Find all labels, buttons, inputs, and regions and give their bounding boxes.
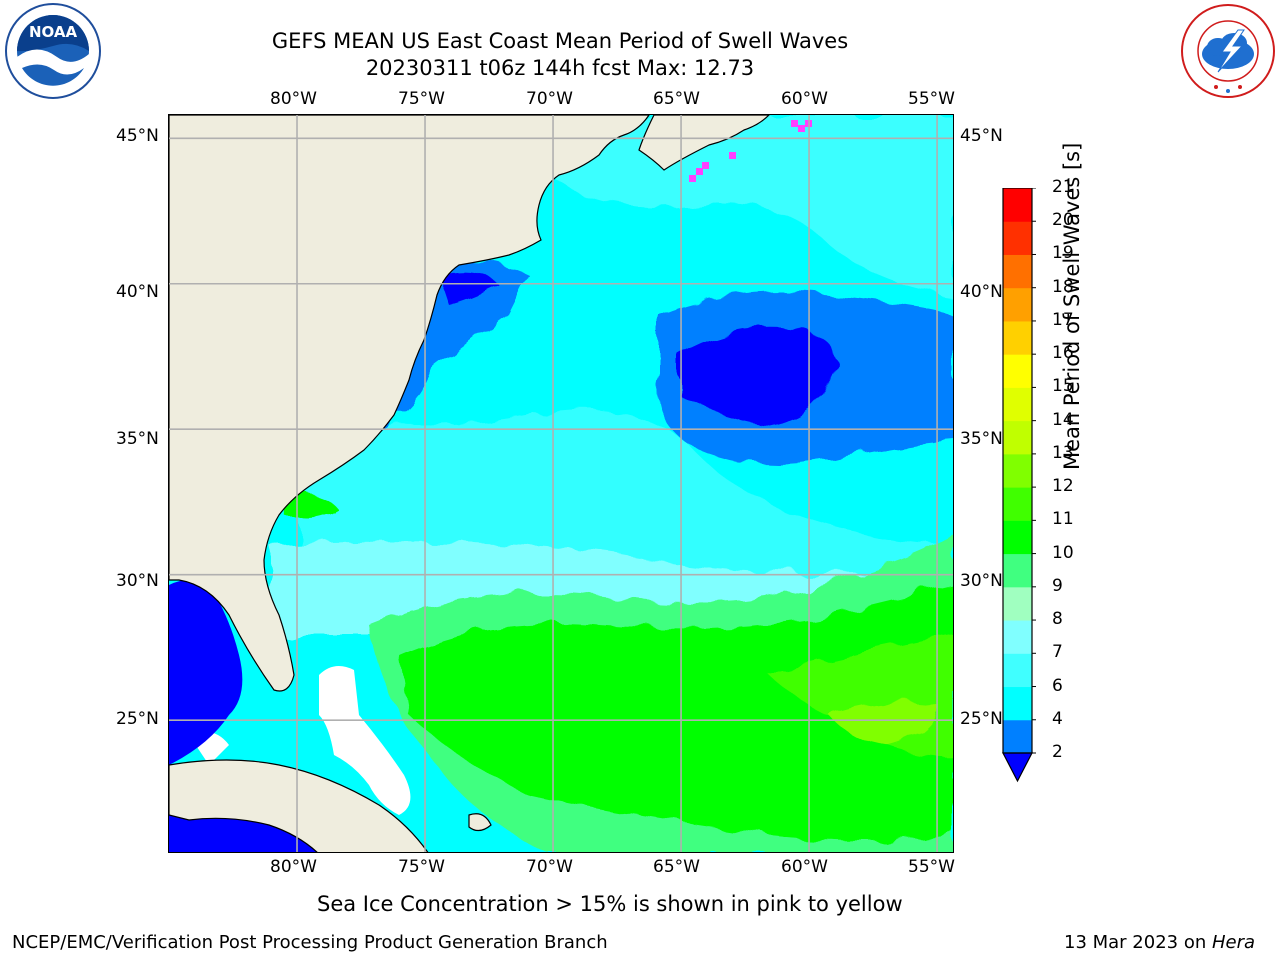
lon-tick-top-80w: 80°W (270, 89, 317, 109)
colorbar-tick-label: 17 (1052, 309, 1074, 330)
lat-tick-right-25n: 25°N (960, 709, 1003, 729)
graticule (169, 115, 953, 852)
lon-tick-top-60w: 60°W (781, 89, 828, 109)
plot-title: GEFS MEAN US East Coast Mean Period of S… (271, 29, 849, 53)
lon-tick-bottom-70w: 70°W (526, 857, 573, 877)
colorbar-tick-label: 4 (1052, 708, 1063, 729)
nova-scotia-land (638, 115, 770, 171)
colorbar-tick-label: 20 (1052, 210, 1074, 231)
colorbar-segment (1003, 719, 1032, 754)
colorbar-segment (1003, 420, 1032, 455)
noaa-logo: NOAA (5, 3, 101, 99)
generation-date: 13 Mar 2023 on Hera (1064, 932, 1255, 953)
source-credit: NCEP/EMC/Verification Post Processing Pr… (12, 932, 608, 953)
colorbar-title: Mean Period of Swell Waves [s] (1060, 142, 1084, 470)
colorbar-segment (1003, 520, 1032, 555)
colorbar-segment (1003, 686, 1032, 721)
colorbar-segment (1003, 320, 1032, 355)
colorbar-segment (1003, 188, 1032, 222)
colorbar-extend-arrow (1002, 752, 1033, 783)
date-text: 13 Mar 2023 on (1064, 932, 1212, 953)
lon-tick-top-65w: 65°W (653, 89, 700, 109)
sea-ice-note: Sea Ice Concentration > 15% is shown in … (317, 892, 903, 916)
contour-2-4s-core (679, 329, 834, 425)
colorbar-tick-label: 7 (1052, 642, 1063, 663)
lon-tick-bottom-75w: 75°W (398, 857, 445, 877)
noaa-logo-text: NOAA (29, 23, 78, 41)
lat-tick-right-35n: 35°N (960, 429, 1003, 449)
colorbar-tick-label: 12 (1052, 476, 1074, 497)
lon-tick-top-55w: 55°W (908, 89, 955, 109)
lon-tick-bottom-55w: 55°W (908, 857, 955, 877)
lon-tick-bottom-80w: 80°W (270, 857, 317, 877)
plot-subtitle: 20230311 t06z 144h fcst Max: 12.73 (365, 56, 755, 80)
swell-period-map (169, 115, 953, 852)
colorbar-tick-label: 11 (1052, 509, 1074, 530)
colorbar-tick-label: 21 (1052, 177, 1074, 197)
colorbar-tick-label: 18 (1052, 276, 1074, 297)
colorbar-segment (1003, 221, 1032, 255)
colorbar-tick-label: 9 (1052, 575, 1063, 596)
contour-10-11s (399, 585, 953, 840)
colorbar-tick-label: 2 (1052, 742, 1063, 762)
colorbar-segment (1003, 653, 1032, 688)
us-east-coast-land (169, 115, 650, 692)
colorbar-segment (1003, 586, 1032, 621)
gulf-of-mexico-low-period (169, 580, 243, 765)
lon-tick-top-70w: 70°W (526, 89, 573, 109)
contour-2-4s-nearshore (439, 271, 499, 305)
colorbar-tick-label: 8 (1052, 609, 1063, 630)
cuba-land (169, 759, 429, 852)
colorbar-tick-label: 13 (1052, 442, 1074, 463)
colorbar-segment (1003, 287, 1032, 322)
colorbar-segment (1003, 254, 1032, 289)
colorbar-tick-label: 10 (1052, 542, 1074, 563)
nws-logo (1181, 4, 1275, 98)
colorbar-segment (1003, 487, 1032, 521)
map-frame (168, 114, 954, 853)
lat-tick-left-45n: 45°N (116, 126, 159, 146)
hispaniola-fragment (468, 813, 492, 832)
land-areas (169, 115, 770, 852)
colorbar-tick-label: 19 (1052, 243, 1074, 264)
colorbar-tick-label: 6 (1052, 675, 1063, 696)
colorbar-segment (1003, 387, 1032, 422)
lon-tick-bottom-65w: 65°W (653, 857, 700, 877)
colorbar-segment (1003, 553, 1032, 588)
colorbar-frame (1002, 188, 1033, 754)
lat-tick-right-40n: 40°N (960, 282, 1003, 302)
lat-tick-left-30n: 30°N (116, 571, 159, 591)
contour-7-8s-north (549, 115, 953, 295)
colorbar-segment (1003, 620, 1032, 654)
contour-7-8s-mid (299, 409, 953, 585)
colorbar-tick-label: 16 (1052, 343, 1074, 364)
lon-tick-bottom-60w: 60°W (781, 857, 828, 877)
lat-tick-left-25n: 25°N (116, 709, 159, 729)
machine-name: Hera (1211, 932, 1256, 953)
colorbar-tick-label: 15 (1052, 376, 1074, 397)
lon-tick-top-75w: 75°W (398, 89, 445, 109)
colorbar (1002, 188, 1036, 783)
contour-12-13s (829, 701, 939, 745)
lat-tick-left-40n: 40°N (116, 282, 159, 302)
lat-tick-right-30n: 30°N (960, 571, 1003, 591)
colorbar-segment (1003, 354, 1032, 388)
colorbar-segment (1003, 453, 1032, 488)
lat-tick-left-35n: 35°N (116, 429, 159, 449)
colorbar-tick-label: 14 (1052, 409, 1074, 430)
lat-tick-right-45n: 45°N (960, 126, 1003, 146)
